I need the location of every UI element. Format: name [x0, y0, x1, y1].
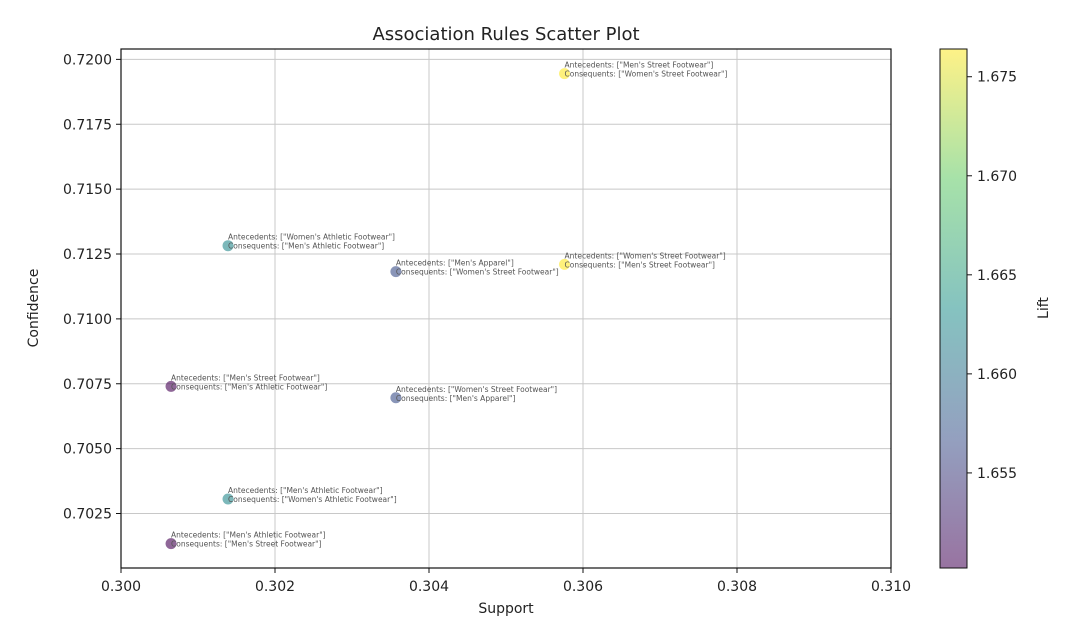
- x-axis-ticks: 0.300 0.302 0.304 0.306 0.308 0.310: [101, 568, 911, 595]
- y-tick-label: 0.7200: [63, 52, 112, 68]
- x-tick-label: 0.300: [101, 579, 141, 595]
- scatter-point: [165, 380, 177, 392]
- colorbar-tick-label: 1.670: [977, 169, 1017, 185]
- scatter-point: [222, 240, 234, 252]
- colorbar-tick-label: 1.655: [977, 466, 1017, 482]
- colorbar-label: Lift: [1036, 297, 1052, 319]
- plot-frame: [120, 48, 892, 569]
- x-tick-label: 0.304: [409, 579, 449, 595]
- x-tick-label: 0.302: [255, 579, 295, 595]
- colorbar-tick-label: 1.675: [977, 70, 1017, 86]
- colorbar-tick-label: 1.660: [977, 367, 1017, 383]
- consequent-label: Consequents: ["Women's Athletic Footwear…: [228, 495, 397, 504]
- x-tick-label: 0.310: [871, 579, 911, 595]
- y-axis-label: Confidence: [26, 269, 42, 348]
- antecedent-label: Antecedents: ["Men's Athletic Footwear"]: [171, 531, 326, 540]
- antecedent-label: Antecedents: ["Women's Street Footwear"]: [565, 251, 726, 260]
- scatter-point: [559, 258, 571, 270]
- y-tick-label: 0.7025: [63, 507, 112, 523]
- x-axis-label: Support: [478, 601, 534, 617]
- scatter-point: [390, 266, 402, 278]
- y-tick-label: 0.7125: [63, 247, 112, 263]
- scatter-point: [559, 68, 571, 80]
- antecedent-label: Antecedents: ["Women's Street Footwear"]: [396, 385, 557, 394]
- colorbar: [939, 48, 968, 569]
- consequent-label: Consequents: ["Men's Street Footwear"]: [171, 540, 322, 549]
- consequent-label: Consequents: ["Women's Street Footwear"]: [396, 268, 559, 277]
- antecedent-label: Antecedents: ["Men's Apparel"]: [396, 259, 514, 268]
- x-tick-label: 0.306: [563, 579, 603, 595]
- y-tick-label: 0.7100: [63, 312, 112, 328]
- consequent-label: Consequents: ["Men's Athletic Footwear"]: [171, 382, 327, 391]
- antecedent-label: Antecedents: ["Men's Street Footwear"]: [171, 373, 320, 382]
- scatter-point: [390, 392, 402, 404]
- consequent-label: Consequents: ["Women's Street Footwear"]: [565, 70, 728, 79]
- scatter-point: [165, 538, 177, 550]
- antecedent-label: Antecedents: ["Men's Athletic Footwear"]: [228, 486, 383, 495]
- consequent-label: Consequents: ["Men's Street Footwear"]: [565, 260, 716, 269]
- y-tick-label: 0.7075: [63, 377, 112, 393]
- data-points: [165, 68, 571, 550]
- consequent-label: Consequents: ["Men's Apparel"]: [396, 394, 516, 403]
- chart-title: Association Rules Scatter Plot: [372, 24, 639, 45]
- consequent-label: Consequents: ["Men's Athletic Footwear"]: [228, 242, 384, 251]
- y-tick-label: 0.7150: [63, 182, 112, 198]
- scatter-point: [222, 493, 234, 505]
- colorbar-ticks: 1.655 1.660 1.665 1.670 1.675: [967, 70, 1017, 482]
- antecedent-label: Antecedents: ["Men's Street Footwear"]: [565, 61, 714, 70]
- colorbar-tick-label: 1.665: [977, 268, 1017, 284]
- y-tick-label: 0.7050: [63, 442, 112, 458]
- y-axis-ticks: 0.7025 0.7050 0.7075 0.7100 0.7125 0.7150 0.71…: [63, 52, 121, 523]
- x-tick-label: 0.308: [717, 579, 757, 595]
- antecedent-label: Antecedents: ["Women's Athletic Footwear…: [228, 233, 395, 242]
- y-tick-label: 0.7175: [63, 117, 112, 133]
- point-annotations: Antecedents: ["Men's Street Footwear"]Co…: [171, 61, 727, 549]
